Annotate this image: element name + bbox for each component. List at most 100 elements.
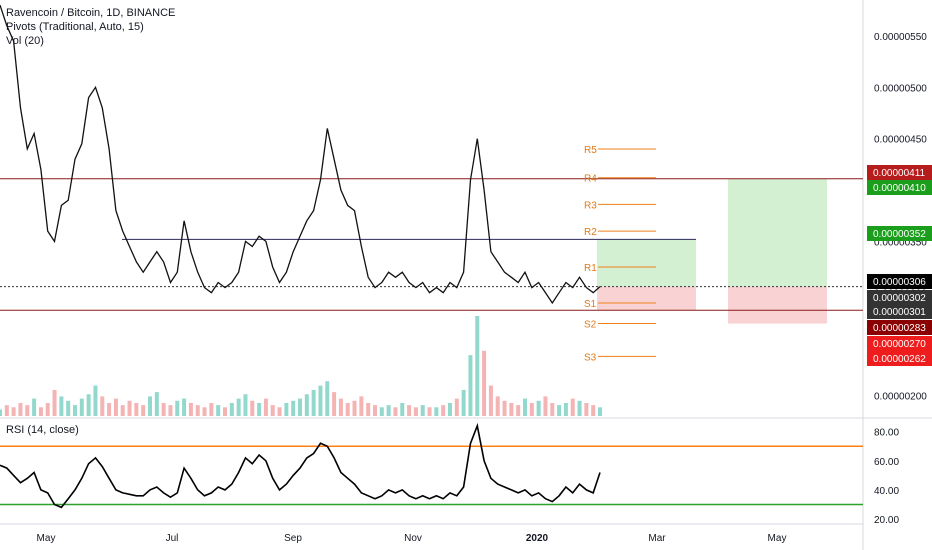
volume-bar: [86, 394, 91, 416]
volume-bar: [25, 405, 30, 416]
volume-bar: [536, 400, 541, 416]
time-tick-label: Jul: [166, 533, 179, 544]
volume-bar: [168, 405, 173, 416]
volume-bar: [516, 405, 521, 416]
volume-bar: [59, 396, 64, 416]
rsi-indicator-label[interactable]: RSI (14, close): [6, 424, 79, 436]
price-tag-label: 0.00000352: [873, 229, 926, 240]
price-tag: [867, 226, 932, 241]
volume-bar: [11, 407, 16, 416]
volume-bar: [257, 402, 262, 416]
volume-bar: [352, 400, 357, 416]
price-tag-label: 0.00000262: [873, 354, 926, 365]
pivot-label: S2: [584, 320, 597, 331]
volume-bar: [563, 402, 568, 416]
pivot-label: R5: [584, 145, 597, 156]
volume-bar: [0, 409, 2, 416]
volume-bar: [529, 402, 534, 416]
rsi-tick-label: 80.00: [874, 428, 899, 439]
long-stop-zone: [597, 286, 696, 311]
volume-bar: [66, 400, 71, 416]
chart-legend: Ravencoin / Bitcoin, 1D, BINANCE Pivots …: [6, 6, 175, 48]
price-line: [0, 4, 601, 305]
volume-bar: [154, 392, 159, 416]
volume-bar: [338, 398, 343, 416]
volume-bar: [475, 316, 480, 416]
pivot-label: R3: [584, 200, 597, 211]
volume-bar: [236, 398, 241, 416]
volume-bar: [373, 405, 377, 416]
volume-bar: [570, 398, 575, 416]
volume-bar: [18, 402, 23, 416]
pivot-label: S3: [584, 352, 597, 363]
volume-bar: [502, 400, 507, 416]
price-tag-label: 0.00000306: [873, 277, 926, 288]
volume-bar: [393, 407, 398, 416]
price-tag: [867, 336, 932, 351]
rsi-tick-label: 20.00: [874, 515, 899, 526]
price-tick-label: 0.00000200: [874, 391, 927, 402]
volume-bar: [32, 398, 37, 416]
volume-bar: [488, 385, 493, 416]
volume-bar: [311, 389, 316, 416]
symbol-title[interactable]: Ravencoin / Bitcoin, 1D, BINANCE: [6, 7, 176, 19]
volume-bar: [188, 402, 193, 416]
pivots-indicator-label[interactable]: Pivots (Traditional, Auto, 15): [6, 21, 144, 33]
price-tick-label: 0.00000500: [874, 83, 927, 94]
volume-bar: [284, 402, 289, 416]
volume-bar: [454, 398, 459, 416]
volume-bar: [332, 392, 337, 416]
volume-bar: [584, 402, 589, 416]
rsi-tick-label: 40.00: [874, 486, 899, 497]
rsi-line: [0, 422, 601, 509]
volume-bar: [427, 407, 432, 416]
volume-bar: [73, 405, 77, 416]
volume-indicator-label[interactable]: Vol (20): [6, 35, 44, 47]
price-tick-label: 0.00000450: [874, 135, 927, 146]
pivot-label: S1: [584, 299, 597, 310]
price-tag: [867, 304, 932, 319]
volume-bar: [468, 355, 473, 416]
volume-bar: [291, 400, 296, 416]
volume-bar: [107, 402, 112, 416]
volume-bar: [325, 381, 330, 416]
volume-bar: [543, 396, 548, 416]
price-tag-label: 0.00000301: [873, 307, 926, 318]
volume-bar: [45, 402, 50, 416]
volume-bar: [482, 350, 487, 416]
volume-bar: [577, 400, 582, 416]
volume-bar: [379, 407, 384, 416]
volume-bar: [195, 405, 200, 416]
volume-bar: [523, 398, 527, 416]
price-tag-label: 0.00000411: [873, 168, 926, 179]
volume-bar: [550, 402, 555, 416]
volume-bar: [495, 396, 500, 416]
price-tag: [867, 351, 932, 366]
time-tick-label: Nov: [404, 533, 422, 544]
volume-bar: [434, 407, 439, 416]
volume-bar: [345, 402, 350, 416]
volume-bar: [250, 400, 255, 416]
volume-bar: [407, 405, 412, 416]
volume-bar: [120, 405, 125, 416]
volume-bar: [38, 407, 43, 416]
pivot-label: R1: [584, 263, 597, 274]
price-tag: [867, 274, 932, 289]
price-tag: [867, 165, 932, 180]
price-tag: [867, 180, 932, 195]
volume-bar: [557, 405, 562, 416]
price-tick-label: 0.00000550: [874, 32, 927, 43]
volume-bar: [598, 407, 602, 416]
volume-bar: [270, 405, 275, 416]
time-tick-label: May: [37, 533, 56, 544]
time-tick-label: Sep: [284, 533, 302, 544]
volume-bar: [591, 405, 596, 416]
volume-bar: [298, 398, 302, 416]
volume-bar: [263, 398, 268, 416]
time-tick-label: May: [768, 533, 787, 544]
price-tag-label: 0.00000283: [873, 323, 926, 334]
volume-bar: [216, 405, 221, 416]
price-tick-label: 0.00000350: [874, 237, 927, 248]
volume-bar: [182, 398, 187, 416]
